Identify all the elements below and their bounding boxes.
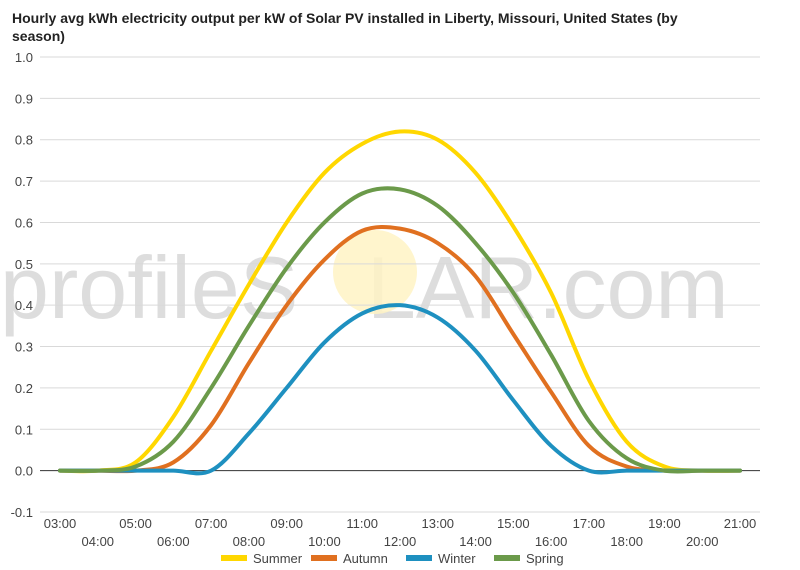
y-tick-label: 0.5 xyxy=(15,257,33,272)
x-tick-label: 16:00 xyxy=(535,534,568,549)
y-tick-label: 0.6 xyxy=(15,215,33,230)
y-tick-label: 0.3 xyxy=(15,340,33,355)
legend-label-spring: Spring xyxy=(526,551,564,566)
y-tick-label: 0.4 xyxy=(15,298,33,313)
y-tick-label: -0.1 xyxy=(11,505,33,520)
series-line-spring xyxy=(58,186,742,474)
series-line-autumn xyxy=(58,224,742,474)
y-tick-label: 0.9 xyxy=(15,91,33,106)
legend-label-summer: Summer xyxy=(253,551,303,566)
x-tick-label: 15:00 xyxy=(497,516,530,531)
y-tick-label: 1.0 xyxy=(15,50,33,65)
x-tick-label: 12:00 xyxy=(384,534,417,549)
x-tick-label: 08:00 xyxy=(233,534,266,549)
y-tick-label: 0.8 xyxy=(15,133,33,148)
chart-title: Hourly avg kWh electricity output per kW… xyxy=(12,10,678,44)
x-tick-label: 07:00 xyxy=(195,516,228,531)
x-tick-label: 17:00 xyxy=(573,516,606,531)
x-tick-label: 10:00 xyxy=(308,534,341,549)
legend-label-winter: Winter xyxy=(438,551,476,566)
legend-swatch-summer xyxy=(221,555,247,561)
x-tick-label: 04:00 xyxy=(82,534,115,549)
legend-label-autumn: Autumn xyxy=(343,551,388,566)
legend-swatch-autumn xyxy=(311,555,337,561)
x-tick-label: 14:00 xyxy=(459,534,492,549)
y-tick-label: 0.2 xyxy=(15,381,33,396)
watermark-text: profileSOLAR.com xyxy=(0,238,729,337)
y-tick-label: 0.0 xyxy=(15,464,33,479)
x-tick-label: 05:00 xyxy=(119,516,152,531)
x-tick-label: 09:00 xyxy=(270,516,303,531)
x-tick-label: 20:00 xyxy=(686,534,719,549)
series-line-winter xyxy=(58,303,742,476)
x-tick-label: 11:00 xyxy=(346,516,378,531)
x-tick-label: 21:00 xyxy=(724,516,757,531)
x-tick-label: 18:00 xyxy=(610,534,643,549)
x-tick-label: 19:00 xyxy=(648,516,681,531)
x-tick-label: 06:00 xyxy=(157,534,190,549)
watermark-sun-icon xyxy=(333,230,417,314)
legend-swatch-winter xyxy=(406,555,432,561)
x-tick-label: 03:00 xyxy=(44,516,77,531)
legend-swatch-spring xyxy=(494,555,520,561)
y-tick-label: 0.1 xyxy=(15,422,33,437)
series-line-summer xyxy=(58,129,742,474)
x-tick-label: 13:00 xyxy=(422,516,455,531)
y-tick-label: 0.7 xyxy=(15,174,33,189)
